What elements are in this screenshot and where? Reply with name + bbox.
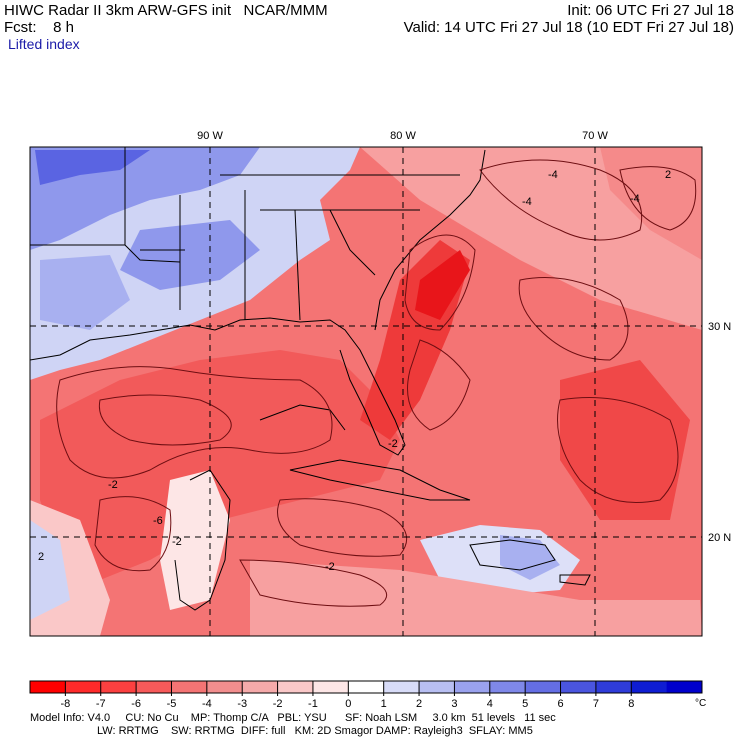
colorbar-swatch xyxy=(525,681,562,693)
contour-label: -2 xyxy=(388,438,398,450)
map-frame xyxy=(29,146,703,637)
contour-label: -6 xyxy=(153,515,163,527)
lon-label-90w: 90 W xyxy=(197,130,223,142)
lon-label-70w: 70 W xyxy=(582,130,608,142)
colorbar-swatch xyxy=(489,681,526,693)
colorbar-swatch xyxy=(383,681,420,693)
colorbar-tick-label: -6 xyxy=(131,698,141,710)
contour-label: -4 xyxy=(548,169,558,181)
colorbar-unit: °C xyxy=(695,698,706,709)
valid-time: Valid: 14 UTC Fri 27 Jul 18 (10 EDT Fri … xyxy=(403,19,734,36)
field-label: Lifted index xyxy=(8,36,80,52)
colorbar-swatch xyxy=(560,681,597,693)
colorbar-tick-label: 8 xyxy=(628,698,634,710)
colorbar-swatch xyxy=(312,681,349,693)
colorbar-tick-label: 3 xyxy=(451,698,457,710)
colorbar-tick-label: 2 xyxy=(416,698,422,710)
model-info-line1: Model Info: V4.0 CU: No Cu MP: Thomp C/A… xyxy=(30,712,556,724)
colorbar-swatch xyxy=(136,681,172,693)
colorbar-swatch xyxy=(631,681,668,693)
colorbar-tick-label: -5 xyxy=(167,698,177,710)
colorbar-swatch xyxy=(454,681,491,693)
forecast-hour: Fcst: 8 h xyxy=(4,19,75,36)
colorbar-tick-label: -4 xyxy=(202,698,212,710)
lat-label-30n: 30 N xyxy=(708,321,731,333)
colorbar-tick-label: 1 xyxy=(381,698,387,710)
colorbar-tick-label: 0 xyxy=(345,698,351,710)
colorbar-tick-label: -7 xyxy=(96,698,106,710)
field-shading xyxy=(30,147,702,636)
contour-label: 2 xyxy=(38,551,44,563)
colorbar-tick-label: -3 xyxy=(237,698,247,710)
colorbar-swatch xyxy=(206,681,243,693)
colorbar-swatch xyxy=(666,681,703,693)
colorbar-swatch xyxy=(30,681,66,693)
contour-label: -2 xyxy=(108,479,118,491)
colorbar-tick-label: -8 xyxy=(60,698,70,710)
colorbar-tick-label: 6 xyxy=(557,698,563,710)
chart-title: HIWC Radar II 3km ARW-GFS init NCAR/MMM xyxy=(4,2,328,19)
init-time: Init: 06 UTC Fri 27 Jul 18 xyxy=(567,2,734,19)
model-info-line2: LW: RRTMG SW: RRTMG DIFF: full KM: 2D Sm… xyxy=(97,725,533,737)
colorbar-frame xyxy=(29,680,703,694)
colorbar-swatch xyxy=(242,681,279,693)
colorbar-swatch xyxy=(65,681,102,693)
colorbar-swatch xyxy=(277,681,314,693)
contour-label: -2 xyxy=(172,536,182,548)
contour-label: -2 xyxy=(325,561,335,573)
lon-label-80w: 80 W xyxy=(390,130,416,142)
colorbar-swatch xyxy=(348,681,385,693)
colorbar-tick-label: 5 xyxy=(522,698,528,710)
colorbar-tick-label: -2 xyxy=(273,698,283,710)
colorbar-swatch xyxy=(100,681,137,693)
contour-label: -4 xyxy=(522,196,532,208)
lat-label-20n: 20 N xyxy=(708,532,731,544)
colorbar-swatch xyxy=(595,681,632,693)
contour-label: -4 xyxy=(630,193,640,205)
colorbar-swatch xyxy=(171,681,208,693)
colorbar-tick-label: -1 xyxy=(308,698,318,710)
colorbar-swatch xyxy=(419,681,455,693)
colorbar-tick-label: 4 xyxy=(487,698,493,710)
contour-label: 2 xyxy=(665,169,671,181)
colorbar-tick-label: 7 xyxy=(593,698,599,710)
